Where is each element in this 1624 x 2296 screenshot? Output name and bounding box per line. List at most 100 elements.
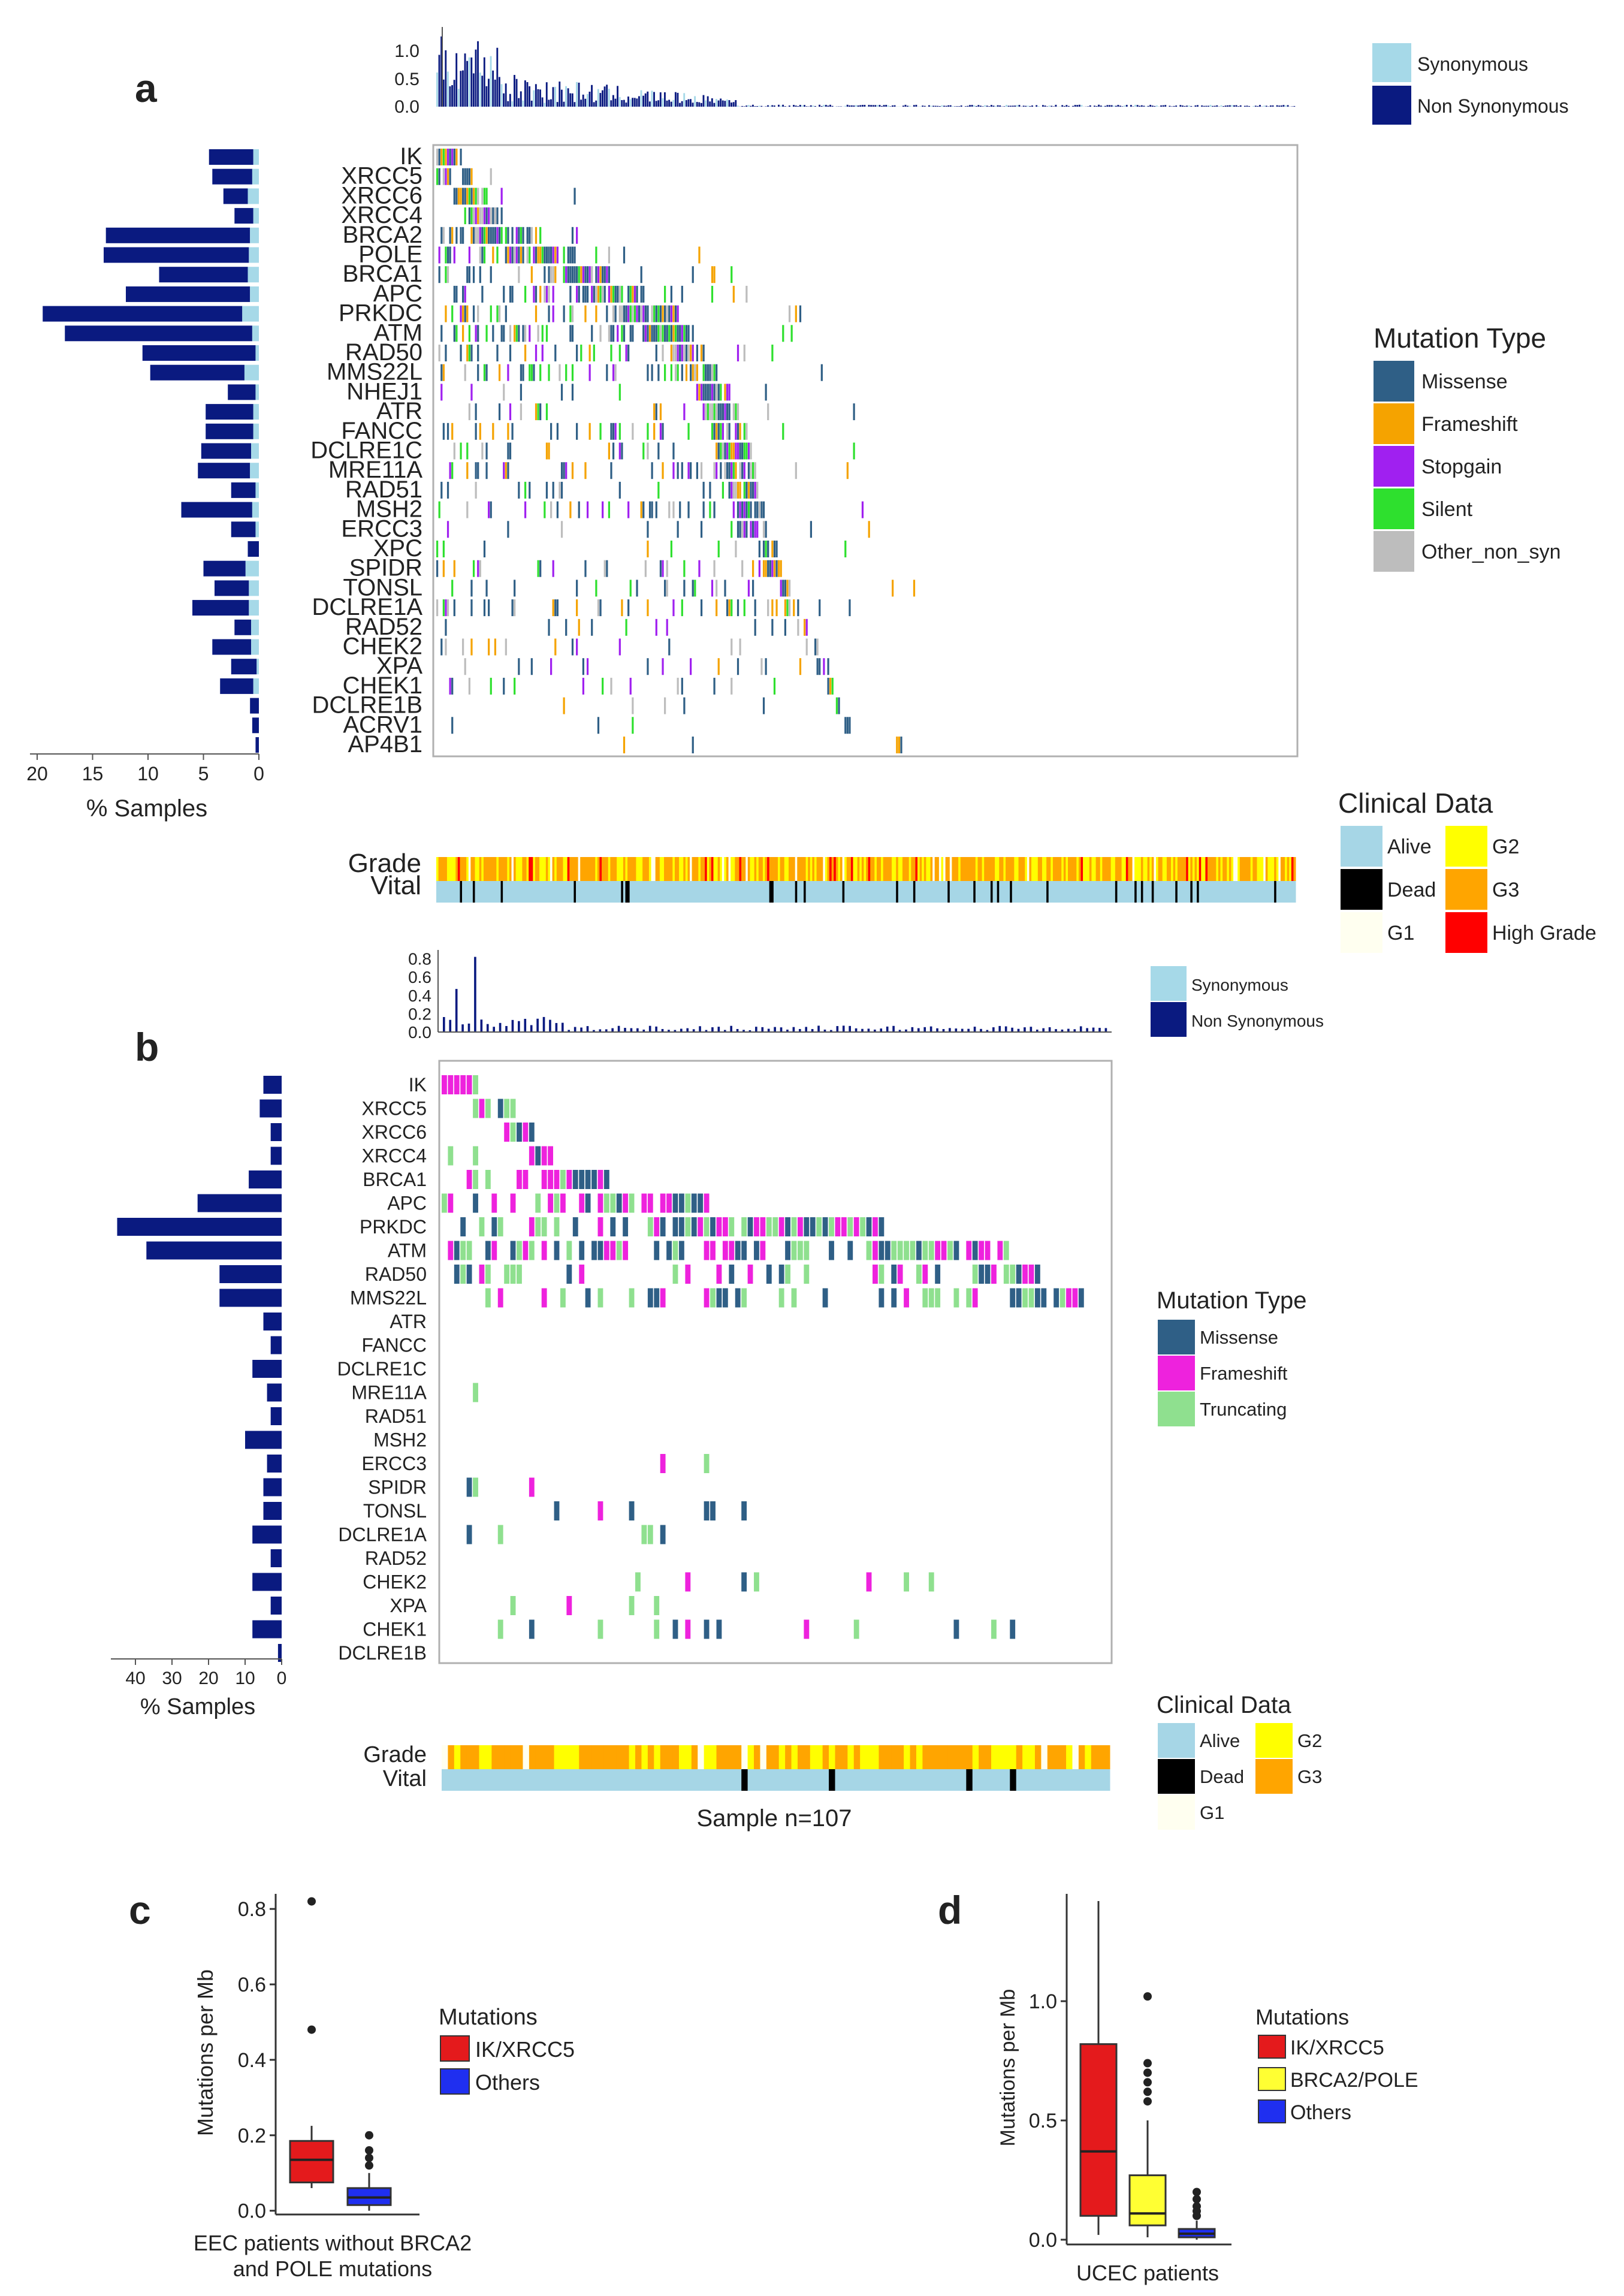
gene-label: RAD51 <box>365 1405 427 1427</box>
vital-cell <box>1007 881 1010 903</box>
tmb-bar <box>1228 105 1231 107</box>
axis-tick-label: 5 <box>198 763 209 785</box>
legend-title: Mutations <box>439 2005 538 2030</box>
box-outlier <box>1143 2068 1152 2077</box>
mutation-cell <box>747 462 750 479</box>
mutation-cell <box>491 1193 497 1213</box>
tmb-bar <box>805 1027 808 1032</box>
grade-cell <box>972 1745 979 1769</box>
mutation-cell <box>698 560 701 577</box>
box-outlier <box>1143 2078 1152 2087</box>
mutation-cell <box>472 207 475 225</box>
vital-cell <box>533 881 536 903</box>
gene-label: NHEJ1 <box>346 378 422 405</box>
mutation-cell <box>760 1241 766 1260</box>
mutation-cell <box>625 305 627 322</box>
tmb-bar <box>505 83 507 107</box>
mutation-cell <box>726 442 729 460</box>
tmb-bar <box>1147 105 1149 107</box>
mutation-cell <box>576 345 578 361</box>
grade-cell <box>1228 857 1231 881</box>
vital-cell <box>964 881 967 903</box>
mutation-cell <box>556 423 559 440</box>
pct-bar-nonsyn <box>247 541 259 557</box>
mutation-cell <box>724 442 726 460</box>
mutation-cell <box>751 481 754 499</box>
vital-cell <box>1016 1769 1023 1791</box>
mutation-cell <box>539 285 542 303</box>
mutation-cell <box>623 737 626 753</box>
vital-cell <box>1269 881 1273 903</box>
tmb-bar <box>717 1027 720 1032</box>
mutation-cell <box>629 325 632 342</box>
grade-cell <box>1250 857 1253 881</box>
pct-bar-nonsyn <box>220 678 253 694</box>
tmb-bar <box>973 1027 976 1032</box>
mutation-cell <box>442 423 445 440</box>
mutation-cell <box>466 1241 472 1260</box>
vital-cell <box>816 881 819 903</box>
mutation-cell <box>728 599 731 617</box>
tmb-bar <box>945 105 947 107</box>
mutation-cell <box>436 149 439 165</box>
gene-label: IK <box>400 143 422 170</box>
mutation-cell <box>898 737 901 753</box>
grade-cell <box>1007 857 1010 881</box>
tmb-bar <box>742 1030 745 1032</box>
tmb-bar <box>548 99 550 107</box>
mutation-cell <box>1078 1288 1084 1308</box>
vital-cell <box>554 881 557 903</box>
mutation-cell <box>651 364 653 381</box>
mutation-cell <box>470 168 473 185</box>
mutation-cell <box>597 1501 603 1520</box>
mutation-cell <box>642 325 645 342</box>
mutation-cell <box>891 1265 897 1284</box>
mutation-cell <box>440 481 443 499</box>
mutation-cell <box>507 227 509 244</box>
mutation-cell <box>492 207 494 225</box>
tmb-bar <box>1017 1028 1020 1032</box>
vital-cell <box>1265 881 1268 903</box>
pct-bar-nonsyn <box>231 482 256 498</box>
grade-cell <box>1066 1745 1073 1769</box>
mutation-cell <box>979 1265 985 1284</box>
mutation-cell <box>485 442 488 460</box>
grade-cell <box>614 857 617 881</box>
mutation-cell <box>548 285 550 303</box>
vital-cell <box>1016 881 1019 903</box>
mutation-cell <box>509 285 512 303</box>
grade-cell <box>820 857 823 881</box>
mutation-cell <box>713 462 716 479</box>
mutation-cell <box>541 345 544 361</box>
vital-cell <box>477 881 480 903</box>
tmb-bar <box>668 1030 670 1032</box>
mutation-cell <box>672 1217 678 1236</box>
mutation-cell <box>560 521 563 538</box>
mutation-cell <box>660 1288 666 1308</box>
grade-cell <box>861 857 864 881</box>
vital-cell <box>523 1769 530 1791</box>
mutation-cell <box>750 501 752 518</box>
grade-cell <box>1134 857 1137 881</box>
mutation-cell <box>672 305 675 322</box>
mutation-cell <box>754 1572 759 1592</box>
mutation-cell <box>782 580 784 597</box>
grade-cell <box>672 1745 680 1769</box>
grade-cell <box>1130 857 1133 881</box>
grade-cell <box>514 857 517 881</box>
vital-cell <box>1109 881 1112 903</box>
tmb-bar <box>1012 105 1014 107</box>
grade-cell <box>947 1745 954 1769</box>
mutation-cell <box>485 188 488 205</box>
mutation-cell <box>674 364 677 381</box>
mutation-cell <box>679 325 681 342</box>
grade-cell <box>1034 1745 1042 1769</box>
mutation-cell <box>485 207 488 225</box>
mutation-cell <box>578 285 580 303</box>
mutation-cell <box>640 501 642 518</box>
grade-cell <box>566 1745 573 1769</box>
legend-title: Mutation Type <box>1374 322 1546 354</box>
mutation-cell <box>674 345 677 361</box>
mutation-cell <box>866 1241 872 1260</box>
legend-label: Dead <box>1387 879 1436 901</box>
